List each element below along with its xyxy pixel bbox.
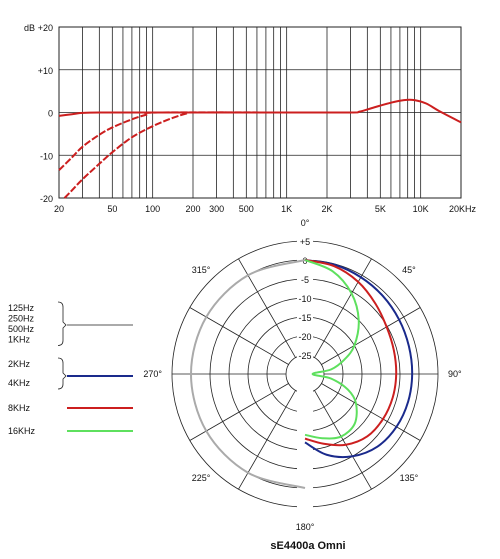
polar-spoke xyxy=(314,390,372,490)
angle-label: 135° xyxy=(400,473,419,483)
polar-spoke xyxy=(238,390,296,490)
angle-label: 270° xyxy=(143,369,162,379)
frequency-response-chart: +20 +10 0 -10 -20 dB 20 50 100 200 300 500 1K 2K 5K 10K… xyxy=(24,23,477,214)
angle-label: 0° xyxy=(301,218,310,228)
y-tick-label: 0 xyxy=(48,109,53,119)
x-tick-label: 5K xyxy=(375,204,386,214)
x-tick-label: 20 xyxy=(54,204,64,214)
radial-tick-label: +5 xyxy=(300,237,310,247)
legend-label: 8KHz xyxy=(8,403,31,413)
y-tick-label: +20 xyxy=(38,23,53,33)
radial-tick-label: -15 xyxy=(298,313,311,323)
legend-label: 250Hz xyxy=(8,314,35,324)
polar-curve xyxy=(189,259,306,489)
x-tick-label: 100 xyxy=(145,204,160,214)
response-curve xyxy=(58,111,287,171)
radial-tick-label: -5 xyxy=(301,275,309,285)
scale-gap xyxy=(297,239,313,509)
polar-curve xyxy=(304,259,398,447)
y-tick-label: -20 xyxy=(40,194,53,204)
legend-label: 2KHz xyxy=(8,359,31,369)
x-tick-label: 500 xyxy=(239,204,254,214)
x-tick-label: 1K xyxy=(281,204,292,214)
response-curve xyxy=(63,111,287,199)
x-tick-label: 200 xyxy=(185,204,200,214)
polar-spoke xyxy=(314,258,372,358)
x-tick-label: 10K xyxy=(413,204,429,214)
angle-label: 225° xyxy=(192,473,211,483)
polar-spoke xyxy=(189,383,289,441)
angle-label: 45° xyxy=(402,265,416,275)
polar-pattern-chart: +50-5-10-15-20-250°45°90°135°180°225°270… xyxy=(143,218,462,532)
polar-spoke xyxy=(321,383,421,441)
angle-label: 180° xyxy=(296,522,315,532)
x-tick-label: 20KHz xyxy=(449,204,477,214)
polar-curve xyxy=(304,259,360,440)
polar-spoke xyxy=(321,307,421,365)
legend-label: 16KHz xyxy=(8,426,36,436)
y-axis-unit-label: dB xyxy=(24,23,35,33)
legend-brace xyxy=(57,357,67,390)
x-tick-label: 50 xyxy=(107,204,117,214)
angle-label: 315° xyxy=(192,265,211,275)
polar-spoke xyxy=(189,307,289,365)
legend-label: 500Hz xyxy=(8,324,35,334)
legend-label: 125Hz xyxy=(8,303,35,313)
polar-chart-title: sE4400a Omni xyxy=(270,540,345,552)
polar-spoke xyxy=(238,258,296,358)
x-tick-label: 300 xyxy=(209,204,224,214)
legend-brace xyxy=(57,301,67,346)
response-curve xyxy=(58,98,462,124)
polar-curve xyxy=(304,259,414,459)
x-tick-label: 2K xyxy=(321,204,332,214)
plot-frame xyxy=(58,26,462,199)
radial-tick-label: -25 xyxy=(298,351,311,361)
y-tick-label: -10 xyxy=(40,151,53,161)
legend-label: 4KHz xyxy=(8,378,31,388)
radial-tick-label: -20 xyxy=(298,332,311,342)
angle-label: 90° xyxy=(448,369,462,379)
radial-tick-label: -10 xyxy=(298,294,311,304)
legend-label: 1KHz xyxy=(8,335,31,345)
y-tick-label: +10 xyxy=(38,66,53,76)
